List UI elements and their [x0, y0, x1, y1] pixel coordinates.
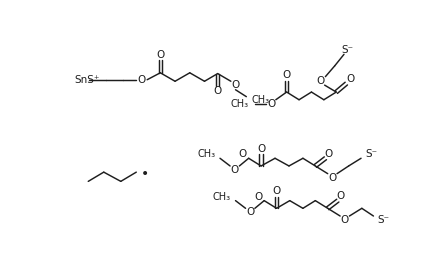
Text: O: O — [256, 144, 265, 154]
Text: O: O — [231, 80, 239, 90]
Text: O: O — [282, 70, 290, 80]
Text: O: O — [254, 192, 262, 202]
Text: S⁻: S⁻ — [340, 45, 352, 55]
Text: O: O — [137, 75, 146, 85]
Text: •: • — [141, 167, 149, 182]
Text: O: O — [213, 86, 221, 96]
Text: O: O — [272, 186, 280, 196]
Text: S⁻: S⁻ — [377, 215, 389, 225]
Text: CH₃: CH₃ — [251, 95, 269, 105]
Text: O: O — [156, 50, 164, 60]
Text: O: O — [245, 207, 254, 217]
Text: SnS⁺: SnS⁺ — [74, 75, 99, 85]
Text: S⁻: S⁻ — [365, 149, 377, 159]
Text: O: O — [230, 165, 238, 175]
Text: CH₃: CH₃ — [198, 149, 216, 159]
Text: O: O — [340, 215, 348, 225]
Text: O: O — [238, 149, 246, 159]
Text: CH₃: CH₃ — [212, 192, 230, 202]
Text: O: O — [345, 74, 354, 84]
Text: O: O — [266, 99, 275, 109]
Text: O: O — [328, 173, 336, 183]
Text: O: O — [324, 149, 332, 159]
Text: O: O — [336, 191, 344, 201]
Text: CH₃: CH₃ — [230, 99, 248, 109]
Text: O: O — [316, 76, 324, 86]
